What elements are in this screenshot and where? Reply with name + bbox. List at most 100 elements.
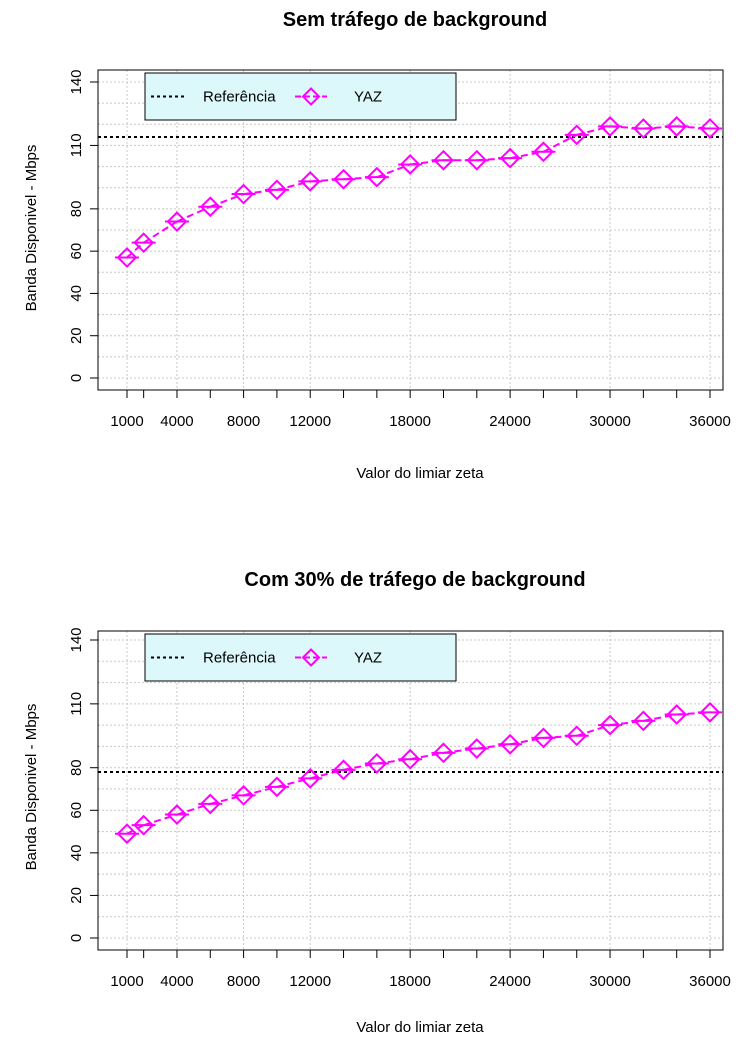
data-point	[231, 183, 256, 205]
data-point	[698, 701, 722, 723]
series-segment	[309, 768, 344, 780]
diamond-marker	[599, 714, 621, 736]
data-point	[598, 115, 623, 137]
diamond-marker	[299, 170, 321, 192]
y-axis: 0 20 40 60 80 110 140	[68, 627, 98, 942]
series-segment	[576, 125, 611, 136]
diamond-marker	[299, 767, 321, 789]
series-segment	[409, 751, 444, 761]
diamond-marker	[266, 776, 288, 798]
diamond-marker	[499, 147, 521, 169]
diamond-marker	[133, 232, 155, 254]
x-tick-label: 18000	[389, 413, 431, 430]
data-point	[264, 776, 289, 798]
data-point	[115, 823, 139, 845]
diamond-marker	[166, 211, 188, 232]
y-tick-label: 110	[68, 133, 85, 157]
series-yaz	[115, 115, 722, 268]
legend-label-yaz: YAZ	[354, 650, 382, 667]
data-point	[598, 714, 623, 736]
diamond-marker	[199, 196, 221, 218]
data-point	[664, 704, 689, 725]
legend-key-yaz-marker	[301, 648, 321, 667]
diamond-marker	[433, 149, 454, 171]
data-point	[564, 725, 589, 747]
diamond-marker	[233, 784, 255, 806]
data-point	[164, 211, 189, 232]
x-tick-label: 36000	[689, 973, 731, 990]
y-tick-label: 20	[68, 327, 85, 344]
data-point	[198, 196, 223, 218]
legend: Referência YAZ	[144, 72, 457, 121]
y-tick-label: 60	[68, 802, 85, 819]
data-point	[398, 154, 423, 175]
series-segment	[209, 193, 244, 208]
series-segment	[276, 180, 311, 191]
legend-label-reference: Referência	[203, 89, 276, 106]
diamond-marker	[433, 742, 454, 764]
diamond-marker	[466, 738, 488, 759]
x-tick-label: 8000	[227, 413, 260, 430]
y-axis-label: Banda Disponivel - Mbps	[23, 704, 40, 871]
x-tick-label: 12000	[289, 413, 331, 430]
y-tick-label: 0	[68, 934, 85, 942]
y-tick-label: 110	[68, 692, 85, 716]
chart-panel-no-background: Sem tráfego de background Valor do limia…	[0, 0, 741, 518]
data-point	[331, 759, 356, 781]
diamond-marker	[632, 118, 654, 139]
series-segment	[126, 824, 145, 835]
data-point	[264, 179, 289, 201]
data-point	[398, 748, 423, 770]
x-tick-label: 30000	[589, 413, 631, 430]
y-axis: 0 20 40 60 80 110 140	[68, 69, 98, 382]
x-tick-label: 4000	[160, 413, 193, 430]
data-point	[115, 247, 139, 268]
data-point	[531, 727, 556, 749]
series-segment	[143, 813, 178, 827]
series-segment	[243, 785, 278, 797]
data-point	[131, 232, 156, 254]
diamond-marker	[499, 733, 521, 755]
y-axis-label: Banda Disponivel - Mbps	[23, 145, 40, 312]
series-segment	[509, 736, 544, 746]
data-point	[531, 141, 556, 163]
data-point	[231, 784, 256, 806]
data-point	[664, 115, 689, 137]
x-tick-label: 1000	[110, 413, 143, 430]
chart-no-background: Sem tráfego de background Valor do limia…	[23, 9, 731, 482]
x-axis-label: Valor do limiar zeta	[356, 465, 484, 482]
x-tick-label: 36000	[689, 413, 731, 430]
chart-30pct-background: Com 30% de tráfego de background Valor d…	[23, 569, 731, 1036]
diamond-marker	[233, 183, 255, 205]
data-point	[431, 742, 456, 764]
data-point	[564, 124, 589, 146]
diamond-marker	[116, 247, 138, 268]
data-point	[631, 710, 656, 732]
data-point	[498, 147, 523, 169]
series-segment	[176, 205, 211, 223]
series-segment	[176, 802, 211, 816]
chart-title: Sem tráfego de background	[283, 9, 548, 31]
x-tick-label: 8000	[227, 973, 260, 990]
y-tick-label: 40	[68, 285, 85, 302]
diamond-marker	[399, 154, 421, 175]
y-tick-label: 60	[68, 243, 85, 260]
diamond-marker	[199, 793, 221, 815]
x-tick-label: 24000	[489, 973, 531, 990]
x-tick-label: 4000	[160, 973, 193, 990]
y-tick-label: 40	[68, 845, 85, 862]
y-tick-label: 80	[68, 201, 85, 218]
y-tick-label: 20	[68, 887, 85, 904]
x-axis: 1000 4000 8000 12000 18000 24000 30000 36000	[110, 950, 731, 990]
data-point	[464, 738, 489, 759]
legend-key-yaz-marker	[301, 87, 321, 106]
series-segment	[210, 794, 244, 805]
series-segment	[376, 163, 411, 179]
chart-panel-30pct-background: Com 30% de tráfego de background Valor d…	[0, 560, 741, 1037]
diamond-marker	[699, 701, 721, 723]
diamond-marker	[266, 179, 288, 201]
series-yaz	[115, 701, 722, 845]
legend: Referência YAZ	[144, 633, 457, 682]
x-axis-label: Valor do limiar zeta	[356, 1019, 484, 1036]
series-segment	[509, 150, 544, 160]
